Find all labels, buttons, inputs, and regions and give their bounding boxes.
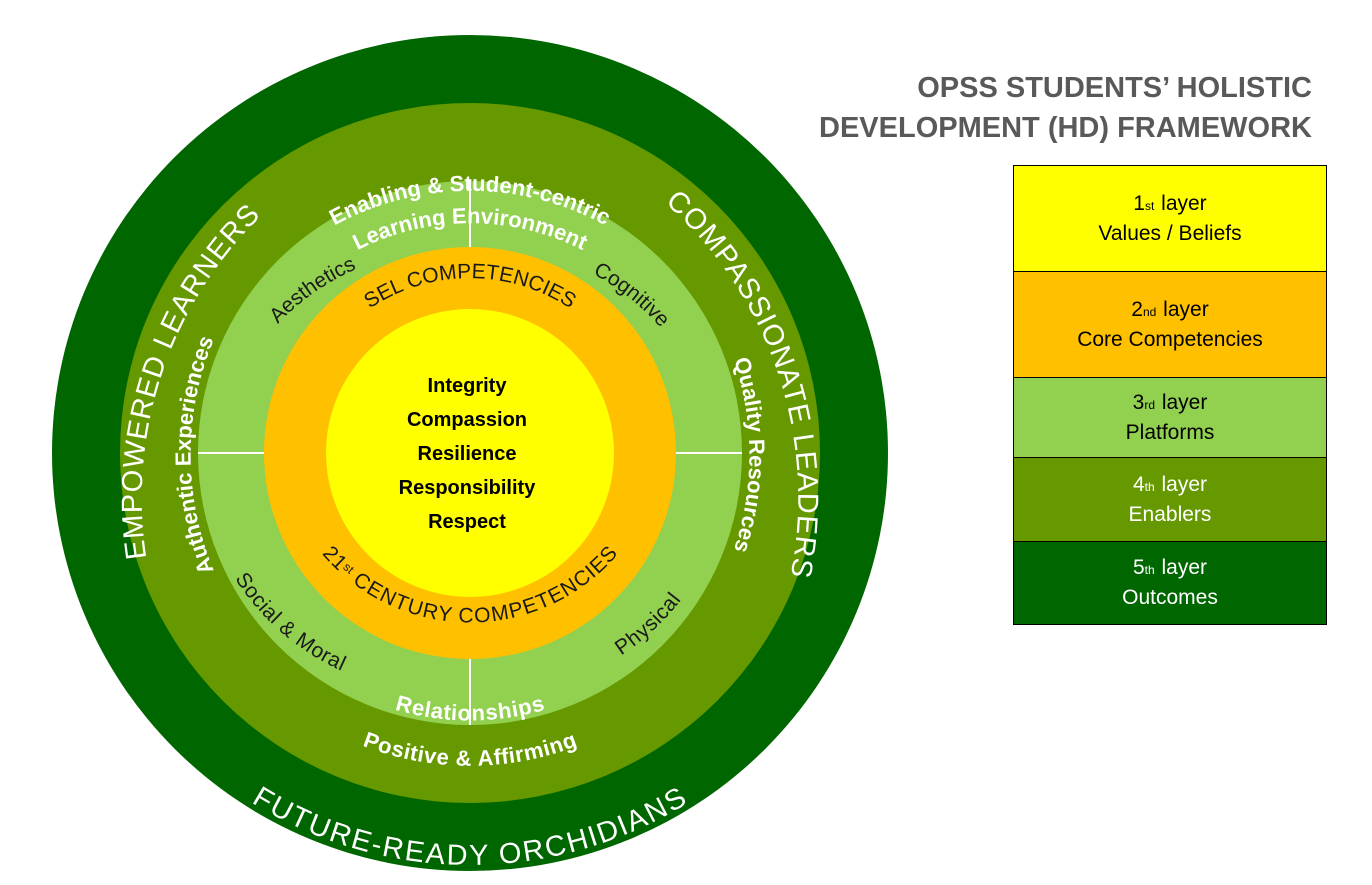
legend-row-label: Platforms	[1125, 420, 1215, 444]
legend-row-heading: 4th layer	[1132, 472, 1208, 496]
title-line2: DEVELOPMENT (HD) FRAMEWORK	[819, 112, 1312, 144]
value-responsibility: Responsibility	[399, 477, 537, 499]
legend-row-enablers: 4th layer Enablers	[1014, 458, 1326, 542]
legend-row-heading: 5th layer	[1132, 556, 1208, 579]
value-integrity: Integrity	[428, 375, 508, 397]
value-resilience: Resilience	[418, 443, 517, 465]
legend-row-label: Values / Beliefs	[1098, 221, 1242, 245]
legend-row-label: Enablers	[1128, 502, 1212, 526]
hd-framework-diagram: EMPOWERED LEARNERS COMPASSIONATE LEADERS…	[52, 35, 888, 872]
title-line1: OPSS STUDENTS’ HOLISTIC	[917, 72, 1312, 104]
legend-row-platforms: 3rd layer Platforms	[1014, 378, 1326, 458]
framework-title: OPSS STUDENTS’ HOLISTIC DEVELOPMENT (HD)…	[819, 68, 1312, 148]
core-values	[326, 309, 614, 597]
legend-row-heading: 3rd layer	[1132, 390, 1208, 414]
legend-row-label: Outcomes	[1122, 586, 1218, 609]
layer-legend: 1st layer Values / Beliefs 2nd layer Cor…	[1013, 165, 1327, 625]
legend-row-heading: 1st layer	[1133, 191, 1207, 215]
value-respect: Respect	[428, 511, 506, 533]
legend-row-outcomes: 5th layer Outcomes	[1014, 542, 1326, 624]
value-compassion: Compassion	[407, 409, 527, 431]
legend-row-values: 1st layer Values / Beliefs	[1014, 166, 1326, 272]
legend-row-core-competencies: 2nd layer Core Competencies	[1014, 272, 1326, 378]
legend-row-heading: 2nd layer	[1131, 297, 1209, 321]
legend-row-label: Core Competencies	[1077, 327, 1263, 351]
